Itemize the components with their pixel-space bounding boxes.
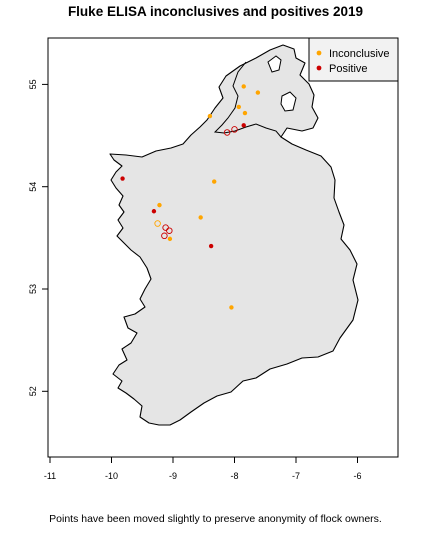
y-tick-label: 54 [28,182,38,192]
data-point-positive [161,232,168,240]
footnote-caption: Points have been moved slightly to prese… [49,513,382,525]
x-tick-label: -7 [292,471,300,481]
lough-foyle [267,55,282,73]
data-point-inconclusive [255,90,261,95]
x-tick-label: -6 [353,471,361,481]
data-point-positive [241,123,246,128]
legend-label-inconclusive: Inconclusive [329,48,390,60]
data-point-positive [151,209,157,214]
data-point-inconclusive [157,202,162,208]
x-tick-label: -8 [230,471,238,481]
lough-neagh [280,91,297,112]
data-point-inconclusive [167,236,173,242]
chart-title: Fluke ELISA inconclusives and positives … [67,4,364,19]
x-tick-label: -9 [169,471,177,481]
data-point-inconclusive [236,104,242,110]
data-point-positive [231,126,238,133]
legend-box [308,37,399,82]
legend-swatch-positive [316,65,322,71]
data-point-inconclusive [229,305,234,310]
axes-group: -11 -10 -9 -8 -7 -6 52 53 54 55 [28,79,362,481]
plot-frame [47,37,399,458]
y-tick-label: 53 [28,284,38,294]
data-point-inconclusive [242,110,248,116]
data-point-positive [208,243,214,249]
data-point-inconclusive [198,215,203,220]
data-point-positive [223,129,231,136]
y-tick-label: 52 [28,386,38,396]
data-point-positive [120,176,125,181]
data-point-positive [166,227,173,234]
x-tick-label: -11 [44,471,56,481]
x-tick-label: -10 [105,471,118,481]
legend-label-positive: Positive [329,63,368,75]
legend: Inconclusive Positive [308,37,399,82]
ireland-landmass [109,44,359,426]
data-point-inconclusive [212,179,217,184]
y-tick-label: 55 [28,79,38,89]
data-point-inconclusive [241,84,246,89]
data-point-inconclusive [207,113,213,119]
data-point-inconclusive [154,220,161,227]
data-points-group [120,84,261,310]
northern-ireland-border [213,61,282,138]
legend-swatch-inconclusive [316,50,322,56]
